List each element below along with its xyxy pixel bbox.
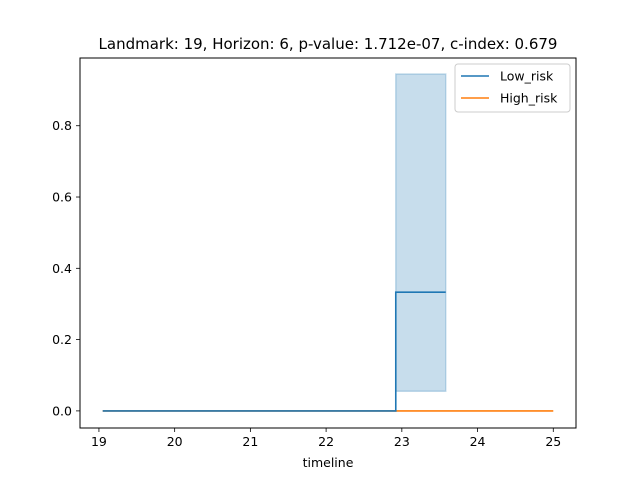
x-axis-label: timeline	[303, 455, 354, 470]
chart-title: Landmark: 19, Horizon: 6, p-value: 1.712…	[99, 35, 558, 53]
x-tick-label: 23	[394, 434, 410, 449]
y-tick-label: 0.0	[52, 403, 72, 418]
x-tick-label: 20	[167, 434, 183, 449]
x-tick-label: 19	[91, 434, 107, 449]
series-line-low-risk	[102, 291, 446, 412]
y-tick-label: 0.6	[52, 190, 72, 205]
y-tick-label: 0.8	[52, 118, 72, 133]
plot-area	[102, 73, 554, 412]
y-tick-label: 0.4	[52, 261, 72, 276]
x-tick-label: 24	[470, 434, 486, 449]
legend-label-low-risk: Low_risk	[500, 69, 554, 84]
axes-frame	[79, 57, 577, 429]
x-tick-label: 25	[545, 434, 561, 449]
x-tick-label: 21	[242, 434, 258, 449]
y-axis: 0.0 0.2 0.4 0.6 0.8	[52, 118, 80, 418]
legend-label-high-risk: High_risk	[500, 91, 558, 106]
y-tick-label: 0.2	[52, 332, 72, 347]
x-tick-label: 22	[318, 434, 334, 449]
confidence-band-low-risk	[395, 73, 447, 393]
legend: Low_risk High_risk	[454, 63, 571, 113]
x-axis: 19 20 21 22 23 24 25	[91, 428, 561, 449]
